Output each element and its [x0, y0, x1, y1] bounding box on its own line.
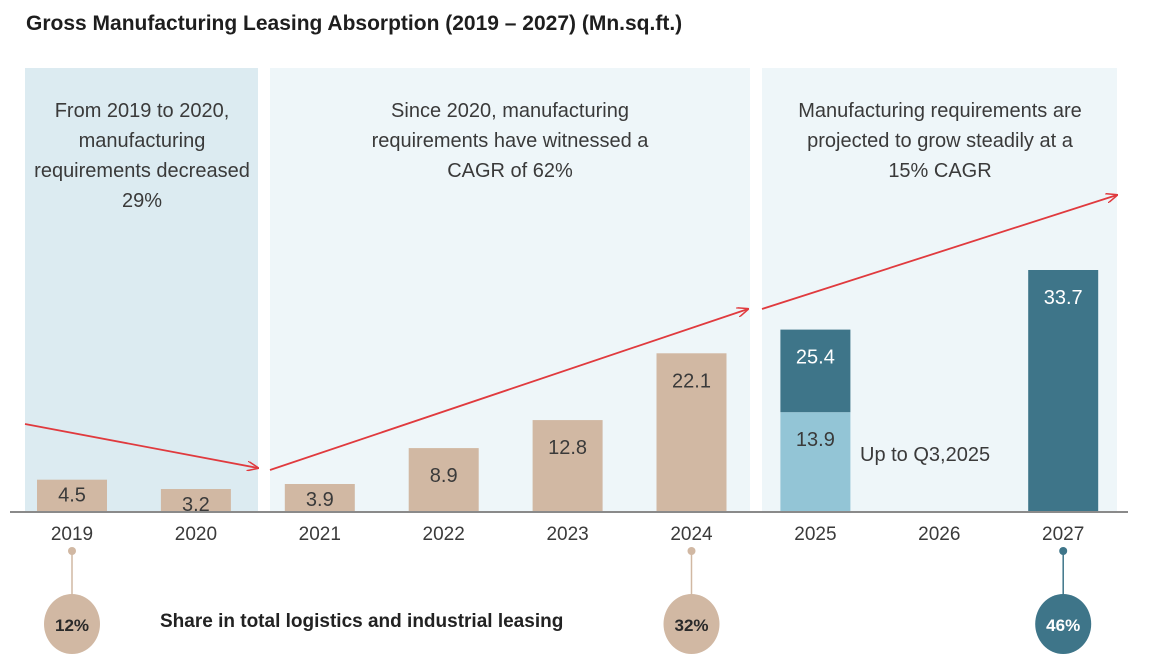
legend-up-to-q3: Up to Q3,2025 [860, 444, 990, 466]
data-label-2024-s0: 22.1 [672, 370, 711, 392]
data-label-2021-s0: 3.9 [306, 489, 334, 511]
x-tick-2020: 2020 [175, 524, 217, 545]
trend-arrow-3 [761, 195, 1117, 310]
x-tick-2022: 2022 [423, 524, 465, 545]
bar-2025-s1 [780, 412, 851, 512]
share-bubble-2024 [663, 594, 720, 654]
x-tick-2019: 2019 [51, 524, 93, 545]
x-tick-2027: 2027 [1042, 524, 1084, 545]
x-tick-2023: 2023 [546, 524, 588, 545]
data-label-2020-s0: 3.2 [182, 494, 210, 516]
bar-2019-s0 [37, 479, 107, 512]
bar-2023-s0 [532, 420, 603, 512]
x-tick-2021: 2021 [299, 524, 341, 545]
bar-2025-s2 [780, 329, 851, 413]
annotation-since-2020: Since 2020, manufacturing requirements h… [371, 100, 649, 182]
trend-arrow-1 [24, 423, 258, 468]
trend-arrow-2 [269, 309, 748, 471]
x-tick-2025: 2025 [794, 524, 836, 545]
share-value-2027: 46% [1046, 616, 1080, 635]
data-label-2022-s0: 8.9 [430, 465, 458, 487]
share-bubble-2027 [1035, 594, 1092, 654]
share-label: Share in total logistics and industrial … [160, 611, 564, 632]
bar-2024-s0 [656, 353, 727, 512]
chart-title: Gross Manufacturing Leasing Absorption (… [26, 12, 683, 35]
annotation-2019-2020: From 2019 to 2020, manufacturing require… [34, 100, 250, 212]
data-label-2023-s0: 12.8 [548, 437, 587, 459]
bar-2027-s2 [1028, 270, 1099, 512]
data-label-2025-s1: 13.9 [796, 429, 835, 451]
bar-2020-s0 [160, 489, 231, 512]
panel-2019-2020 [25, 68, 258, 512]
share-value-2024: 32% [674, 616, 708, 635]
data-label-2025-s2: 25.4 [796, 347, 835, 369]
annotation-projection: Manufacturing requirements are projected… [798, 100, 1082, 182]
data-label-2019-s0: 4.5 [58, 485, 86, 507]
bar-2021-s0 [284, 483, 355, 512]
x-tick-2026: 2026 [918, 524, 960, 545]
data-label-2027-s2: 33.7 [1044, 287, 1083, 309]
share-value-2019: 12% [55, 616, 89, 635]
x-tick-2024: 2024 [670, 524, 713, 545]
bar-2022-s0 [408, 448, 479, 512]
share-bubble-2019 [44, 594, 100, 654]
